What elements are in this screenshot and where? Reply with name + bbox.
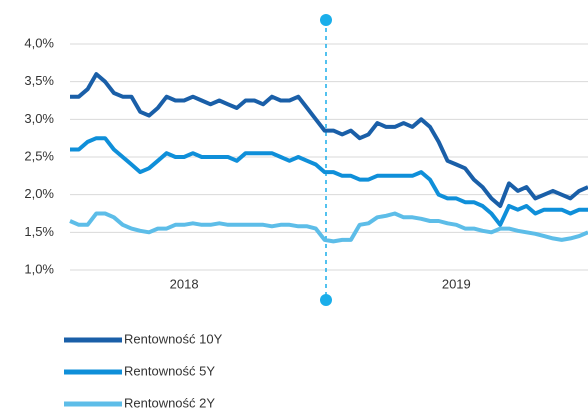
y-tick-label: 4,0% — [24, 35, 54, 50]
legend-label: Rentowność 5Y — [124, 363, 215, 378]
y-tick-label: 2,0% — [24, 186, 54, 201]
legend-label: Rentowność 10Y — [124, 331, 223, 346]
series-line — [70, 136, 588, 227]
y-tick-label: 1,5% — [24, 224, 54, 239]
marker-dot — [320, 294, 332, 306]
y-tick-label: 3,5% — [24, 73, 54, 88]
legend-label: Rentowność 2Y — [124, 395, 215, 410]
y-tick-label: 1,0% — [24, 261, 54, 276]
y-tick-label: 2,5% — [24, 148, 54, 163]
x-tick-label: 2018 — [170, 276, 199, 291]
series-line — [70, 72, 588, 208]
y-tick-label: 3,0% — [24, 111, 54, 126]
marker-dot — [320, 14, 332, 26]
series-line — [69, 211, 588, 244]
x-tick-label: 2019 — [442, 276, 471, 291]
